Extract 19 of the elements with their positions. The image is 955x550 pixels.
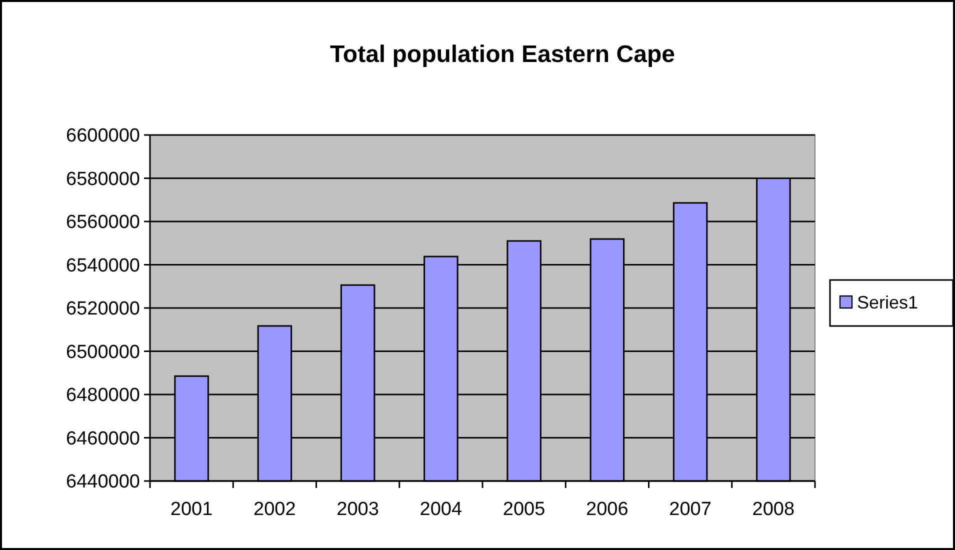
y-tick-label: 6480000 [66,385,140,406]
chart-title: Total population Eastern Cape [330,41,675,68]
x-tick-label: 2004 [420,499,462,520]
y-tick-label: 6540000 [66,255,140,276]
y-tick-label: 6500000 [66,342,140,363]
x-tick-label: 2006 [586,499,628,520]
legend-label: Series1 [857,292,918,312]
y-tick-label: 6460000 [66,428,140,450]
x-tick-label: 2007 [669,499,712,520]
x-tick-label: 2001 [170,499,213,520]
y-tick-label: 6560000 [66,212,140,234]
x-tick-label: 2002 [254,499,296,520]
x-tick-label: 2008 [752,499,795,520]
y-tick-label: 6580000 [66,168,140,190]
y-tick-label: 6520000 [66,298,140,320]
y-tick-label: 6600000 [66,126,140,147]
x-tick-label: 2005 [502,499,546,520]
x-tick-label: 2003 [336,499,379,520]
y-tick-label: 6440000 [66,472,140,493]
